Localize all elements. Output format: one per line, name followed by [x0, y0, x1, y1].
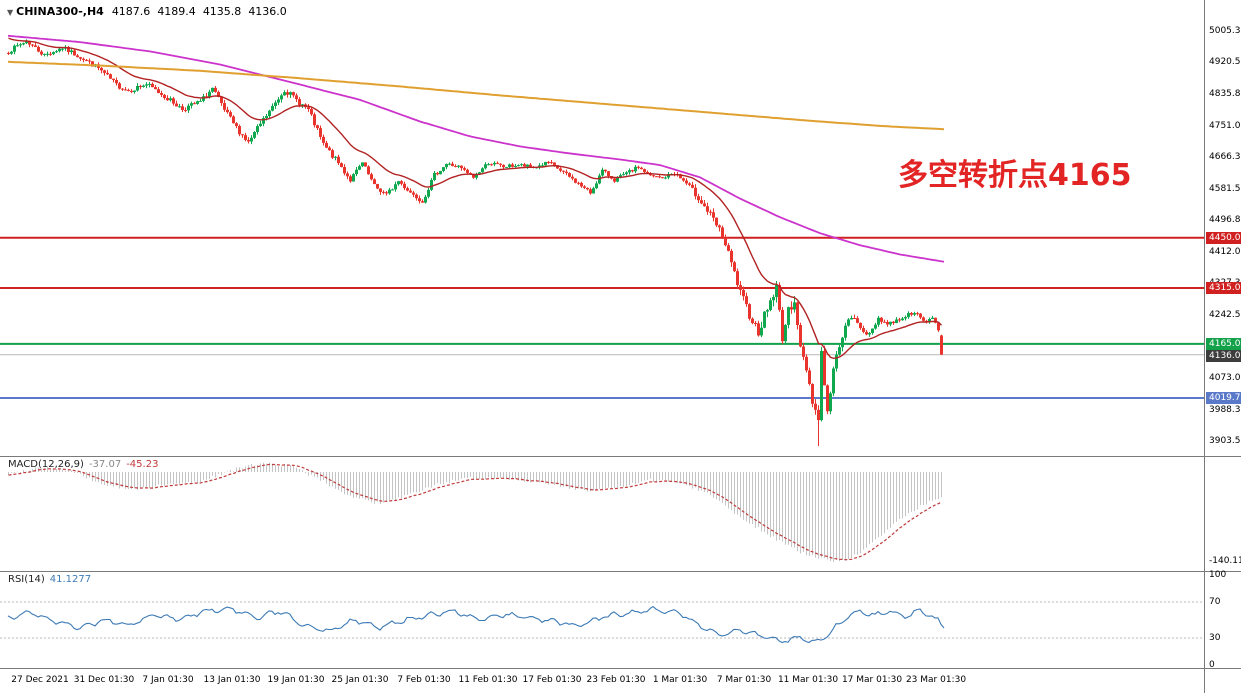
time-axis-label: 11 Mar 01:30: [777, 675, 839, 685]
price-tick: 4835.8: [1209, 88, 1241, 99]
time-axis-label: 7 Mar 01:30: [716, 675, 772, 685]
rsi-axis-100: 100: [1209, 570, 1227, 580]
time-axis-label: 17 Mar 01:30: [841, 675, 903, 685]
ohlc-low: 4135.8: [202, 5, 242, 18]
price-tick: 4073.0: [1209, 373, 1241, 384]
slow-ma-line: [7, 60, 945, 131]
price-tick: 4242.5: [1209, 310, 1241, 320]
price-label-current: 4136.0: [1206, 349, 1241, 362]
chart-header: ▼ CHINA300-,H4 4187.6 4189.4 4135.8 4136.0: [7, 5, 294, 18]
rsi-axis-30: 30: [1209, 633, 1221, 643]
fast-ma-line: [8, 37, 942, 360]
macd-indicator-label: MACD(12,26,9) -37.07 -45.23: [8, 459, 158, 470]
price-axis[interactable]: 5005.3 4920.5 4835.8 4751.0 4666.3 4581.5 4496…: [1204, 0, 1241, 693]
rsi-value: 41.1277: [49, 574, 92, 585]
time-axis-label: 23 Mar 01:30: [905, 675, 967, 685]
time-axis-label: 27 Dec 2021: [11, 675, 69, 685]
time-axis-label: 1 Mar 01:30: [652, 675, 708, 685]
symbol-title: CHINA300-,H4: [16, 5, 104, 18]
price-tick: 4666.3: [1209, 152, 1241, 163]
macd-axis-min: -140.11: [1209, 556, 1241, 566]
time-axis-label: 25 Jan 01:30: [331, 675, 389, 685]
rsi-indicator-label: RSI(14) 41.1277: [8, 574, 91, 585]
mid-ma-line: [7, 34, 945, 263]
price-label-4450.0: 4450.0: [1206, 231, 1241, 244]
price-tick: 4751.0: [1209, 120, 1241, 131]
macd-signal-line: [8, 463, 942, 561]
price-tick: 4412.0: [1209, 246, 1241, 257]
time-axis[interactable]: 27 Dec 2021 31 Dec 01:30 7 Jan 01:30 13 Jan…: [0, 668, 1204, 693]
time-axis-label: 31 Dec 01:30: [73, 675, 135, 685]
rsi-axis-70: 70: [1209, 597, 1221, 607]
ohlc-high: 4189.4: [157, 5, 196, 18]
ohlc-open: 4187.6: [111, 5, 151, 18]
macd-name: MACD(12,26,9): [8, 459, 84, 470]
time-axis-label: 17 Feb 01:30: [522, 675, 582, 685]
price-tick: 5005.3: [1209, 25, 1241, 36]
macd-value: -37.07: [88, 459, 122, 470]
annotation-text: 多空转折点4165: [898, 158, 1132, 193]
rsi-line: [7, 605, 945, 644]
rsi-axis-0: 0: [1209, 660, 1215, 670]
ohlc-close: 4136.0: [248, 5, 287, 18]
price-label-4019.7: 4019.7: [1206, 392, 1241, 405]
macd-signal-value: -45.23: [126, 459, 159, 470]
time-axis-label: 13 Jan 01:30: [203, 675, 261, 685]
time-axis-label: 19 Jan 01:30: [267, 675, 325, 685]
candles-layer: [7, 39, 943, 447]
price-tick: 4581.5: [1209, 183, 1241, 194]
time-axis-label: 23 Feb 01:30: [586, 675, 646, 685]
price-label-4165.0: 4165.0: [1206, 337, 1241, 350]
time-axis-label: 7 Jan 01:30: [142, 675, 194, 685]
rsi-name: RSI(14): [8, 574, 45, 585]
price-tick: 4920.5: [1209, 57, 1241, 68]
symbol-dropdown-icon[interactable]: ▼: [7, 8, 14, 17]
price-tick: 3903.5: [1209, 436, 1241, 447]
price-tick: 3988.3: [1209, 404, 1241, 415]
time-axis-label: 7 Feb 01:30: [397, 675, 451, 685]
time-axis-label: 11 Feb 01:30: [458, 675, 518, 685]
price-tick: 4496.8: [1209, 215, 1241, 226]
macd-histogram: [8, 462, 942, 562]
price-label-4315.0: 4315.0: [1206, 282, 1241, 294]
